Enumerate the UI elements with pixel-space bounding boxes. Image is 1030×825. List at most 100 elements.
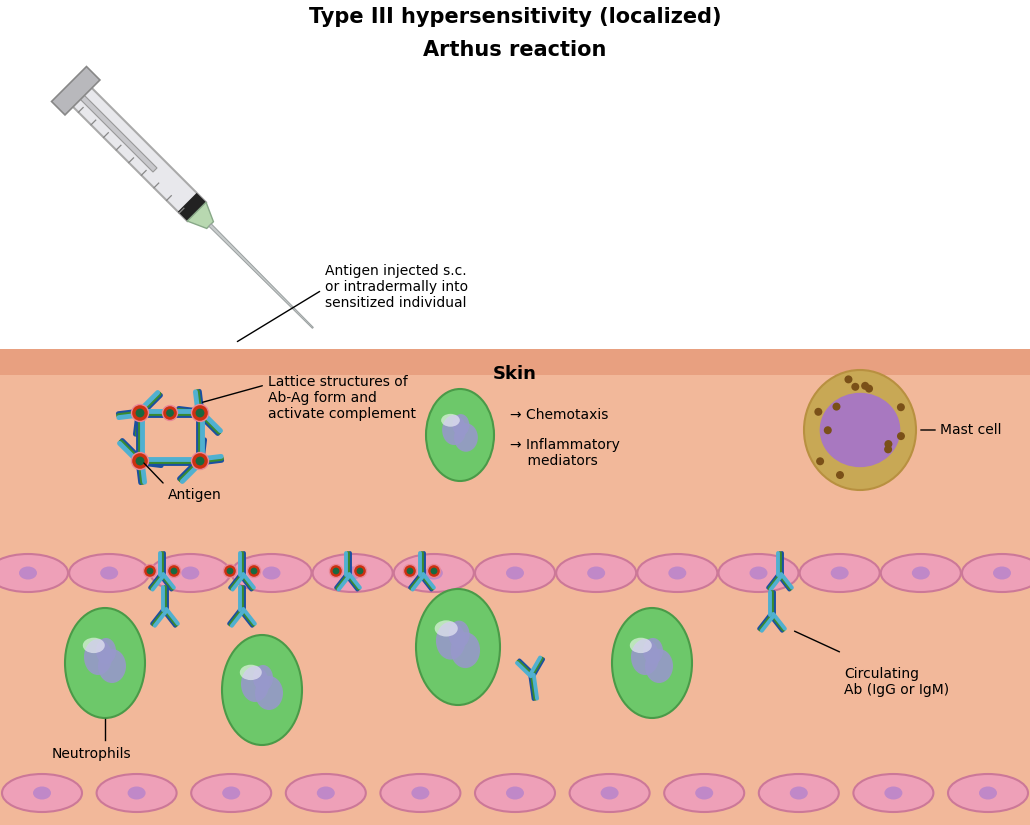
Ellipse shape: [2, 774, 82, 812]
Ellipse shape: [719, 554, 798, 592]
Ellipse shape: [631, 639, 659, 675]
Ellipse shape: [263, 567, 280, 579]
Ellipse shape: [313, 554, 392, 592]
Ellipse shape: [587, 567, 606, 579]
Bar: [0, 0, 1030, 353]
Ellipse shape: [506, 786, 524, 799]
Circle shape: [832, 403, 840, 411]
Ellipse shape: [411, 786, 430, 799]
Circle shape: [815, 408, 822, 416]
Text: Antigen injected s.c.
or intradermally into
sensitized individual: Antigen injected s.c. or intradermally i…: [325, 264, 468, 310]
Ellipse shape: [600, 786, 619, 799]
Ellipse shape: [344, 567, 362, 579]
Circle shape: [192, 452, 208, 469]
Ellipse shape: [820, 393, 900, 467]
Ellipse shape: [181, 567, 200, 579]
Circle shape: [227, 568, 234, 574]
Circle shape: [136, 456, 144, 465]
Ellipse shape: [96, 638, 116, 664]
Circle shape: [836, 471, 844, 479]
Circle shape: [431, 568, 438, 574]
Circle shape: [865, 384, 873, 393]
Circle shape: [356, 568, 364, 574]
Ellipse shape: [962, 554, 1030, 592]
Circle shape: [168, 564, 180, 578]
Text: → Inflammatory
    mediators: → Inflammatory mediators: [510, 438, 620, 468]
Ellipse shape: [668, 567, 686, 579]
Ellipse shape: [750, 567, 767, 579]
Ellipse shape: [570, 774, 650, 812]
Ellipse shape: [69, 554, 149, 592]
Ellipse shape: [695, 786, 713, 799]
Ellipse shape: [442, 415, 466, 445]
Circle shape: [196, 408, 204, 417]
Ellipse shape: [285, 774, 366, 812]
Circle shape: [224, 564, 237, 578]
Ellipse shape: [454, 423, 478, 452]
Circle shape: [427, 564, 441, 578]
Ellipse shape: [19, 567, 37, 579]
Circle shape: [136, 408, 144, 417]
Text: Arthus reaction: Arthus reaction: [423, 40, 607, 60]
Circle shape: [247, 564, 261, 578]
Ellipse shape: [241, 666, 269, 702]
Circle shape: [897, 403, 905, 411]
Polygon shape: [187, 202, 213, 229]
Ellipse shape: [33, 786, 52, 799]
Text: → Chemotaxis: → Chemotaxis: [510, 408, 609, 422]
Ellipse shape: [506, 567, 524, 579]
Text: Skin: Skin: [493, 365, 537, 383]
Circle shape: [861, 382, 869, 390]
Circle shape: [816, 457, 824, 465]
Circle shape: [852, 383, 859, 391]
Ellipse shape: [97, 774, 176, 812]
Circle shape: [146, 568, 153, 574]
Ellipse shape: [885, 786, 902, 799]
Circle shape: [353, 564, 367, 578]
Ellipse shape: [84, 639, 112, 675]
Circle shape: [897, 432, 905, 440]
Ellipse shape: [436, 622, 466, 660]
Ellipse shape: [100, 567, 118, 579]
Polygon shape: [209, 224, 313, 328]
Ellipse shape: [255, 676, 283, 710]
Ellipse shape: [451, 632, 480, 668]
Text: Neutrophils: Neutrophils: [52, 747, 132, 761]
Circle shape: [171, 568, 177, 574]
Ellipse shape: [978, 786, 997, 799]
Ellipse shape: [830, 567, 849, 579]
Text: Mast cell: Mast cell: [940, 423, 1001, 437]
Ellipse shape: [759, 774, 838, 812]
Ellipse shape: [993, 567, 1011, 579]
Text: Antigen: Antigen: [168, 488, 221, 502]
Ellipse shape: [441, 414, 459, 427]
Circle shape: [330, 564, 343, 578]
Ellipse shape: [912, 567, 930, 579]
Ellipse shape: [664, 774, 745, 812]
Ellipse shape: [612, 608, 692, 718]
Ellipse shape: [380, 774, 460, 812]
Circle shape: [163, 406, 177, 421]
Ellipse shape: [638, 554, 717, 592]
Text: Lattice structures of
Ab-Ag form and
activate complement: Lattice structures of Ab-Ag form and act…: [268, 375, 416, 422]
Ellipse shape: [253, 665, 273, 691]
Ellipse shape: [854, 774, 933, 812]
Ellipse shape: [0, 554, 68, 592]
Ellipse shape: [452, 414, 470, 436]
Ellipse shape: [65, 608, 145, 718]
Circle shape: [192, 404, 208, 422]
Bar: [0, 349, 1030, 375]
Bar: [0, 353, 1030, 825]
Polygon shape: [178, 193, 206, 221]
Ellipse shape: [799, 554, 880, 592]
Circle shape: [824, 427, 832, 434]
Ellipse shape: [556, 554, 637, 592]
Ellipse shape: [222, 635, 302, 745]
Circle shape: [404, 564, 416, 578]
Circle shape: [333, 568, 339, 574]
Ellipse shape: [790, 786, 808, 799]
Circle shape: [143, 564, 157, 578]
Ellipse shape: [98, 649, 126, 683]
Circle shape: [132, 404, 148, 422]
Ellipse shape: [128, 786, 145, 799]
